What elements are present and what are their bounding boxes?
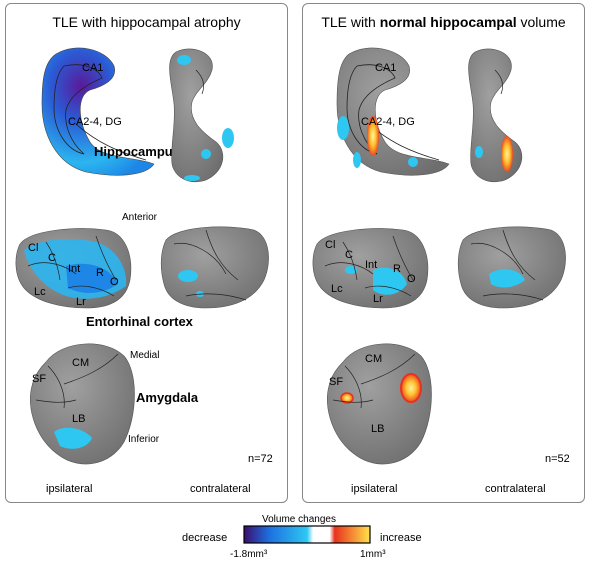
- label-contralateral: contralateral: [190, 483, 251, 495]
- label-anterior: Anterior: [122, 212, 158, 223]
- label-contralateral: contralateral: [485, 483, 546, 495]
- legend-color-bar: [244, 526, 370, 543]
- label-lb: LB: [72, 413, 85, 425]
- label-o: O: [407, 273, 416, 285]
- entorhinal-contralateral: [161, 227, 268, 308]
- label-sf: SF: [32, 373, 46, 385]
- label-ca24dg: CA2-4, DG: [68, 116, 122, 128]
- entorhinal-contralateral: [458, 227, 565, 308]
- label-medial: Medial: [130, 350, 159, 361]
- label-lr: Lr: [373, 293, 383, 305]
- label-cm: CM: [72, 357, 89, 369]
- label-int: Int: [365, 259, 377, 271]
- amygdala-ipsilateral: CM SF LB: [30, 344, 134, 464]
- hippocampus-contralateral: [469, 49, 522, 182]
- label-entorhinal: Entorhinal cortex: [86, 314, 194, 329]
- label-lb: LB: [371, 423, 384, 435]
- label-lr: Lr: [76, 296, 86, 308]
- label-r: R: [393, 263, 401, 275]
- legend-min: -1.8mm³: [230, 549, 268, 560]
- color-legend: Volume changes decrease increase -1.8mm³…: [0, 505, 590, 562]
- label-int: Int: [68, 263, 80, 275]
- legend-title: Volume changes: [262, 514, 336, 525]
- hippocampus-ipsilateral: CA1 CA2-4, DG Hippocampus: [42, 48, 180, 175]
- label-inferior: Inferior: [128, 434, 160, 445]
- label-ipsilateral: ipsilateral: [351, 483, 397, 495]
- label-cl: Cl: [28, 242, 38, 254]
- label-cm: CM: [365, 353, 382, 365]
- hippocampus-contralateral: [170, 49, 234, 182]
- label-ipsilateral: ipsilateral: [46, 483, 92, 495]
- hippocampus-ipsilateral: CA1 CA2-4, DG: [337, 48, 449, 175]
- panel-hippocampal-atrophy: TLE with hippocampal atrophy CA1 CA2-4, …: [5, 3, 288, 503]
- label-sf: SF: [329, 376, 343, 388]
- label-lc: Lc: [34, 286, 46, 298]
- label-cl: Cl: [325, 239, 335, 251]
- legend-max: 1mm³: [360, 549, 386, 560]
- left-surface-figures: CA1 CA2-4, DG Hippocampus Anterior Cl C …: [6, 4, 289, 504]
- amygdala-ipsilateral: CM SF LB: [327, 344, 431, 464]
- legend-increase: increase: [380, 532, 422, 544]
- sample-size: n=52: [545, 453, 570, 465]
- label-ca24dg: CA2-4, DG: [361, 116, 415, 128]
- legend-decrease: decrease: [182, 532, 227, 544]
- sample-size: n=72: [248, 453, 273, 465]
- label-c: C: [345, 249, 353, 261]
- label-o: O: [110, 276, 119, 288]
- label-r: R: [96, 267, 104, 279]
- label-hippocampus: Hippocampus: [94, 144, 180, 159]
- entorhinal-ipsilateral: Cl C Int R O Lc Lr: [313, 229, 428, 308]
- label-ca1: CA1: [375, 62, 396, 74]
- label-amygdala: Amygdala: [136, 390, 199, 405]
- entorhinal-ipsilateral: Cl C Int R O Lc Lr: [16, 229, 131, 308]
- label-lc: Lc: [331, 283, 343, 295]
- label-c: C: [48, 252, 56, 264]
- label-ca1: CA1: [82, 62, 103, 74]
- right-surface-figures: CA1 CA2-4, DG Cl C Int R O Lc Lr: [303, 4, 586, 504]
- panel-normal-hippocampal-volume: TLE with normal hippocampal volume CA1 C…: [302, 3, 585, 503]
